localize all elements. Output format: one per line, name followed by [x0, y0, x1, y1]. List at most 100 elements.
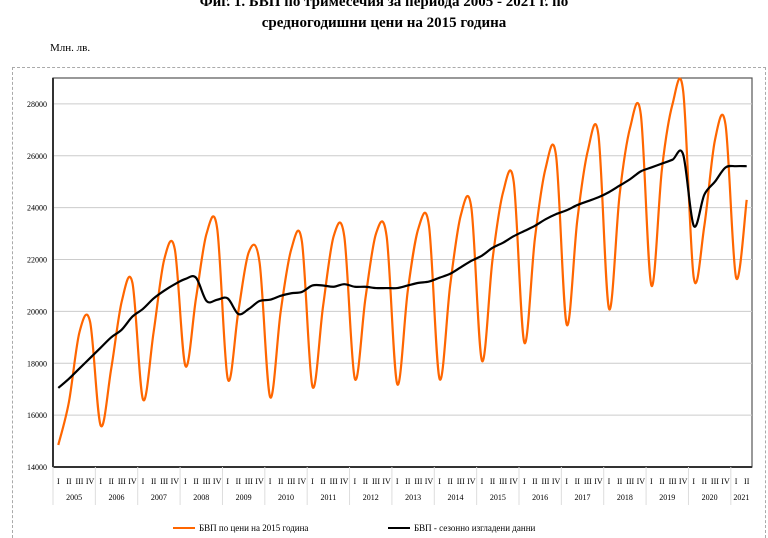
x-tick-quarter: IV	[382, 477, 391, 486]
y-tick-label: 22000	[27, 256, 47, 265]
x-tick-quarter: III	[414, 477, 422, 486]
x-tick-quarter: II	[575, 477, 581, 486]
legend-swatch-black	[388, 527, 410, 529]
y-tick-label: 26000	[27, 152, 47, 161]
x-tick-quarter: II	[532, 477, 538, 486]
x-tick-quarter: I	[692, 477, 695, 486]
x-tick-year: 2005	[66, 493, 82, 502]
x-tick-quarter: IV	[509, 477, 518, 486]
x-tick-quarter: I	[481, 477, 484, 486]
x-tick-quarter: I	[650, 477, 653, 486]
x-tick-quarter: I	[142, 477, 145, 486]
x-tick-quarter: I	[354, 477, 357, 486]
x-tick-year: 2014	[447, 493, 463, 502]
x-tick-quarter: III	[711, 477, 719, 486]
x-tick-quarter: III	[118, 477, 126, 486]
x-tick-quarter: IV	[213, 477, 222, 486]
x-tick-quarter: II	[363, 477, 369, 486]
x-tick-quarter: II	[490, 477, 496, 486]
x-tick-quarter: IV	[340, 477, 349, 486]
x-tick-quarter: II	[193, 477, 199, 486]
x-tick-quarter: IV	[171, 477, 180, 486]
x-tick-quarter: III	[584, 477, 592, 486]
x-tick-quarter: III	[669, 477, 677, 486]
x-tick-quarter: IV	[594, 477, 603, 486]
y-tick-label: 16000	[27, 411, 47, 420]
x-tick-year: 2015	[490, 493, 506, 502]
x-tick-quarter: I	[735, 477, 738, 486]
x-tick-quarter: I	[438, 477, 441, 486]
x-tick-quarter: IV	[425, 477, 434, 486]
x-tick-quarter: IV	[298, 477, 307, 486]
x-tick-quarter: II	[744, 477, 750, 486]
x-tick-quarter: II	[447, 477, 453, 486]
x-tick-year: 2007	[151, 493, 167, 502]
x-tick-quarter: I	[565, 477, 568, 486]
x-tick-quarter: II	[151, 477, 157, 486]
x-tick-quarter: I	[396, 477, 399, 486]
legend-label-black: БВП - сезонно изгладени данни	[414, 523, 535, 533]
x-tick-quarter: III	[626, 477, 634, 486]
x-tick-quarter: IV	[86, 477, 95, 486]
x-tick-quarter: II	[659, 477, 665, 486]
x-tick-quarter: III	[245, 477, 253, 486]
legend-label-orange: БВП по цени на 2015 година	[199, 523, 308, 533]
x-tick-year: 2013	[405, 493, 421, 502]
x-tick-quarter: II	[320, 477, 326, 486]
x-tick-quarter: I	[57, 477, 60, 486]
x-tick-quarter: IV	[721, 477, 730, 486]
x-tick-year: 2021	[733, 493, 749, 502]
x-tick-quarter: II	[66, 477, 72, 486]
x-tick-quarter: III	[499, 477, 507, 486]
x-tick-quarter: I	[99, 477, 102, 486]
x-tick-quarter: III	[457, 477, 465, 486]
x-tick-quarter: III	[75, 477, 83, 486]
x-tick-quarter: II	[236, 477, 242, 486]
x-tick-quarter: III	[287, 477, 295, 486]
x-tick-quarter: IV	[679, 477, 688, 486]
x-tick-year: 2019	[659, 493, 675, 502]
series-line-0	[58, 79, 746, 445]
x-tick-quarter: I	[184, 477, 187, 486]
x-tick-year: 2018	[617, 493, 633, 502]
x-tick-quarter: I	[311, 477, 314, 486]
x-tick-quarter: II	[278, 477, 284, 486]
x-tick-quarter: II	[702, 477, 708, 486]
x-tick-quarter: III	[330, 477, 338, 486]
x-tick-quarter: I	[269, 477, 272, 486]
x-tick-quarter: IV	[552, 477, 561, 486]
y-tick-label: 14000	[27, 463, 47, 472]
x-tick-quarter: I	[608, 477, 611, 486]
y-tick-label: 28000	[27, 100, 47, 109]
x-tick-quarter: IV	[128, 477, 137, 486]
x-tick-year: 2010	[278, 493, 294, 502]
y-tick-label: 18000	[27, 359, 47, 368]
x-tick-year: 2020	[702, 493, 718, 502]
y-tick-label: 20000	[27, 307, 47, 316]
x-tick-quarter: III	[203, 477, 211, 486]
legend-item-orange: БВП по цени на 2015 година	[173, 523, 308, 533]
legend-item-black: БВП - сезонно изгладени данни	[388, 523, 535, 533]
x-tick-quarter: IV	[467, 477, 476, 486]
x-tick-quarter: I	[226, 477, 229, 486]
x-tick-quarter: I	[523, 477, 526, 486]
x-tick-quarter: II	[405, 477, 411, 486]
x-tick-year: 2011	[321, 493, 337, 502]
y-tick-label: 24000	[27, 204, 47, 213]
x-tick-year: 2017	[575, 493, 591, 502]
x-tick-year: 2008	[193, 493, 209, 502]
x-tick-quarter: IV	[255, 477, 264, 486]
x-tick-quarter: III	[160, 477, 168, 486]
x-tick-year: 2009	[236, 493, 252, 502]
x-tick-year: 2006	[109, 493, 125, 502]
x-tick-quarter: III	[372, 477, 380, 486]
x-tick-year: 2012	[363, 493, 379, 502]
x-tick-quarter: IV	[637, 477, 646, 486]
x-tick-quarter: III	[541, 477, 549, 486]
x-tick-year: 2016	[532, 493, 548, 502]
x-tick-quarter: II	[617, 477, 623, 486]
plot-area	[53, 78, 752, 467]
legend-swatch-orange	[173, 527, 195, 529]
x-tick-quarter: II	[109, 477, 115, 486]
